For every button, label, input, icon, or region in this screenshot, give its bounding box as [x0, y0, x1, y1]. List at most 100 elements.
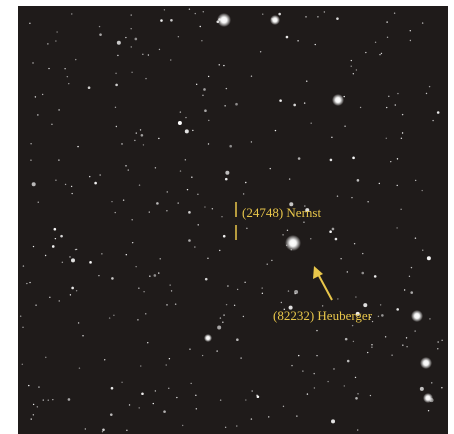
- star: [71, 13, 72, 14]
- star: [131, 72, 132, 73]
- star: [352, 325, 353, 326]
- star: [140, 365, 141, 366]
- star: [316, 330, 317, 331]
- star: [362, 253, 363, 254]
- bright-star: [270, 15, 280, 25]
- star: [225, 171, 229, 175]
- star: [33, 404, 34, 405]
- star: [45, 357, 46, 358]
- star: [139, 407, 140, 408]
- star: [32, 62, 33, 63]
- star: [94, 182, 97, 185]
- star: [49, 297, 50, 298]
- star: [386, 138, 387, 139]
- star: [217, 325, 221, 329]
- star: [116, 126, 117, 127]
- star: [223, 235, 226, 238]
- star: [427, 256, 431, 260]
- star: [128, 169, 129, 170]
- star: [22, 327, 23, 328]
- star: [307, 393, 308, 394]
- star-field-photo: (24748) Nernst (82232) Heuberger: [0, 0, 454, 434]
- star: [397, 185, 398, 186]
- star: [370, 395, 371, 396]
- star: [306, 81, 307, 82]
- star: [140, 129, 141, 130]
- star: [131, 14, 132, 15]
- star: [251, 418, 252, 419]
- star: [121, 382, 122, 383]
- star: [225, 427, 226, 428]
- star: [329, 230, 332, 233]
- star: [251, 76, 252, 77]
- star: [155, 390, 156, 391]
- star: [185, 129, 189, 133]
- star: [225, 178, 228, 181]
- star: [163, 410, 166, 413]
- star: [245, 182, 246, 183]
- star: [379, 183, 380, 184]
- star: [135, 266, 136, 267]
- star: [437, 341, 438, 342]
- star: [37, 406, 38, 407]
- star: [166, 304, 167, 305]
- star: [22, 364, 23, 365]
- star: [332, 228, 335, 231]
- star: [115, 84, 118, 87]
- star: [353, 341, 354, 342]
- star: [48, 68, 49, 69]
- star: [429, 318, 430, 319]
- star: [310, 122, 311, 123]
- star: [374, 275, 377, 278]
- star: [65, 184, 66, 185]
- star: [367, 352, 368, 353]
- star: [189, 348, 190, 349]
- star: [111, 387, 114, 390]
- star: [166, 210, 167, 211]
- star: [104, 359, 105, 360]
- star: [357, 179, 360, 182]
- star: [406, 346, 407, 347]
- star: [182, 425, 183, 426]
- star: [422, 22, 423, 23]
- bright-star: [411, 310, 423, 322]
- star: [243, 316, 244, 317]
- star: [188, 211, 191, 214]
- star: [302, 370, 303, 371]
- star: [251, 390, 252, 391]
- star: [31, 418, 32, 419]
- star: [293, 104, 296, 107]
- star: [185, 159, 186, 160]
- star: [212, 208, 213, 209]
- star: [99, 26, 100, 27]
- star: [267, 264, 268, 265]
- star: [204, 206, 205, 207]
- star: [351, 66, 352, 67]
- star: [313, 373, 314, 374]
- star: [437, 348, 438, 349]
- star: [102, 431, 103, 432]
- bright-star: [285, 235, 301, 251]
- star: [169, 358, 170, 359]
- asteroid-label: (82232) Heuberger: [273, 308, 373, 323]
- star: [386, 107, 387, 108]
- star: [380, 304, 381, 305]
- star: [64, 68, 65, 69]
- star: [345, 338, 348, 341]
- star: [147, 342, 148, 343]
- star: [71, 287, 74, 290]
- star: [149, 211, 150, 212]
- star: [223, 65, 224, 66]
- star: [188, 239, 191, 242]
- star: [55, 180, 56, 181]
- star: [337, 195, 338, 196]
- star: [132, 242, 133, 243]
- star: [77, 146, 78, 147]
- star: [136, 132, 137, 133]
- star: [271, 260, 272, 261]
- star: [428, 410, 429, 411]
- star: [226, 304, 227, 305]
- star: [142, 54, 143, 55]
- star: [32, 182, 36, 186]
- sky-background: [18, 6, 448, 434]
